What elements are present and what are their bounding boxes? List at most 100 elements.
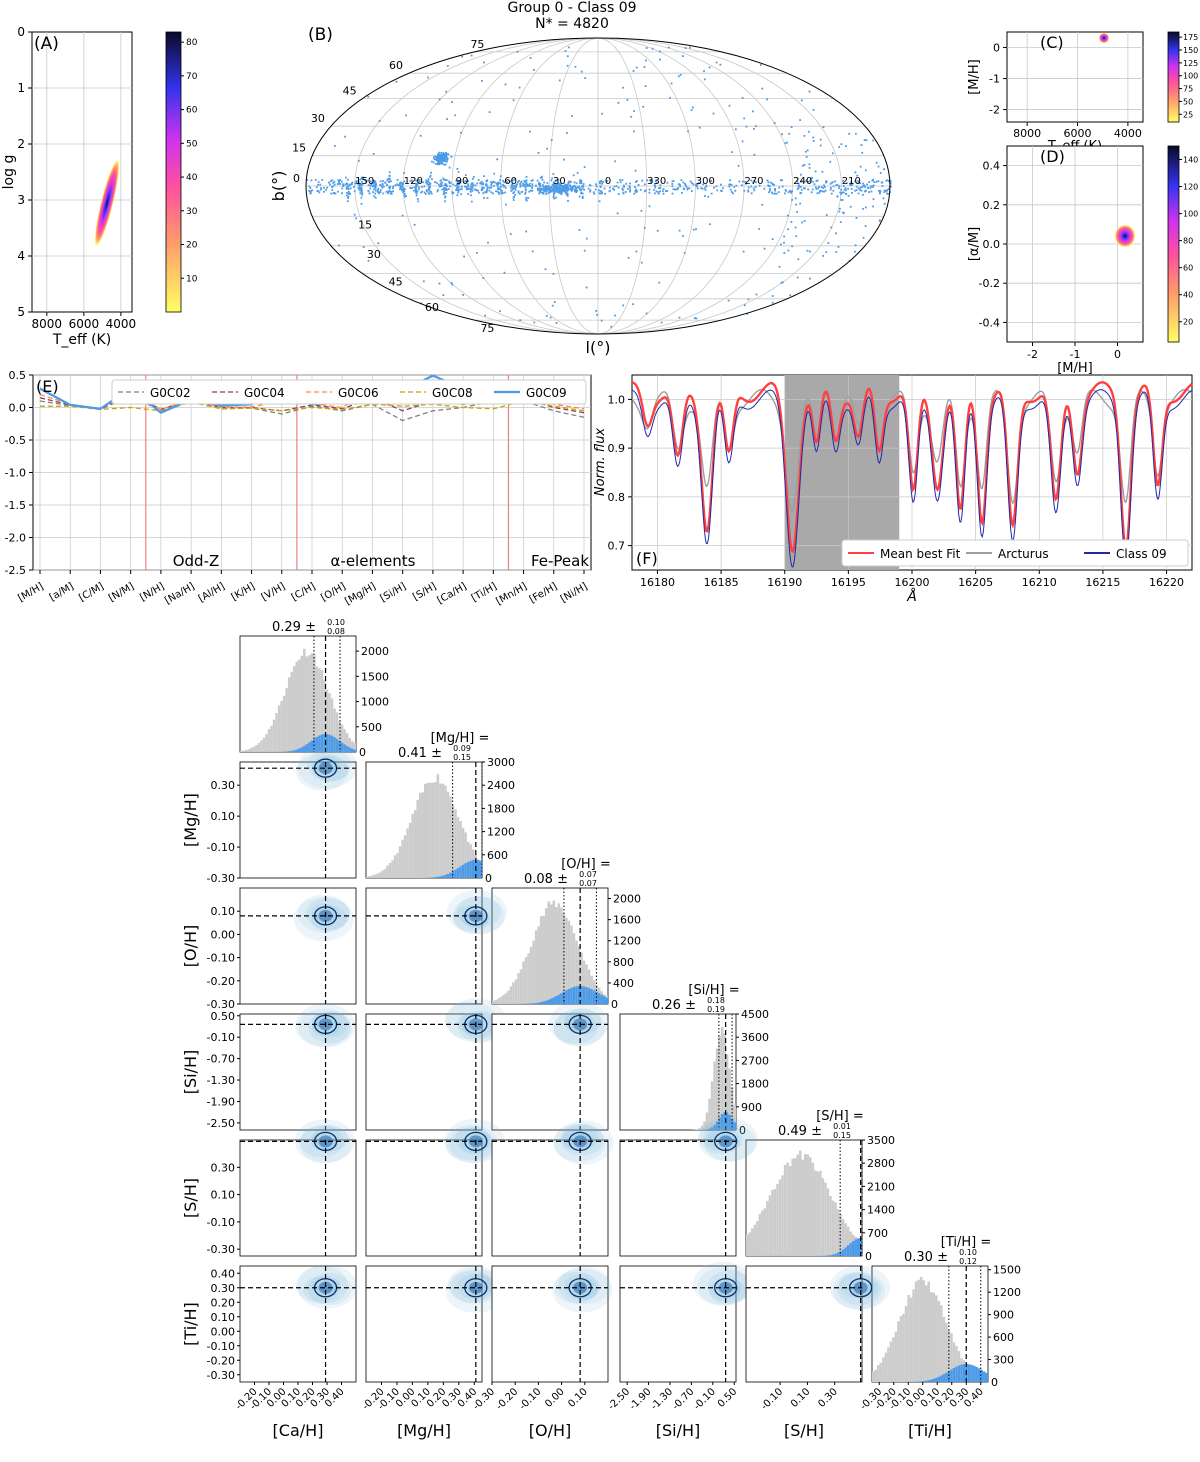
star-point — [460, 188, 463, 191]
corner-ylabel: [S/H] — [181, 1178, 200, 1218]
star-point — [486, 189, 489, 191]
star-point — [771, 192, 774, 195]
star-point — [619, 179, 621, 181]
star-point — [866, 183, 868, 186]
histogram-bar-all — [408, 822, 412, 878]
star-point — [634, 181, 637, 183]
star-point — [460, 185, 463, 188]
star-point — [783, 252, 786, 254]
histogram-bar-all — [955, 1345, 958, 1382]
histogram-bar-all — [456, 817, 460, 878]
star-point — [702, 183, 705, 186]
star-point — [595, 185, 598, 188]
histogram-bar-class — [985, 1372, 988, 1382]
star-point — [505, 203, 507, 206]
histogram-bar-all — [338, 721, 341, 752]
star-point — [449, 182, 452, 184]
star-point — [440, 162, 443, 164]
star-point — [421, 186, 423, 188]
histogram-bar-class — [343, 744, 346, 752]
star-point — [512, 187, 515, 189]
star-point — [455, 179, 458, 182]
histogram-bar-class — [708, 1128, 711, 1130]
density-frame — [491, 1013, 609, 1131]
star-point — [878, 189, 880, 192]
histogram-title: [Si/H] = — [688, 983, 739, 998]
star-point — [623, 184, 625, 187]
histogram-bar-class — [308, 742, 311, 752]
count-tick-label: 1600 — [613, 914, 641, 927]
star-point — [499, 310, 501, 313]
star-point — [410, 187, 412, 189]
star-point — [386, 178, 389, 181]
star-point — [345, 187, 348, 190]
star-point — [470, 194, 472, 197]
star-point — [541, 191, 544, 194]
histogram-bar-all — [544, 908, 548, 1004]
star-point — [331, 189, 334, 191]
star-point — [784, 192, 786, 195]
star-point — [470, 185, 472, 188]
star-point — [569, 188, 572, 190]
histogram-bar-all — [242, 750, 246, 752]
star-point — [558, 186, 561, 188]
star-point — [437, 162, 439, 165]
star-point — [629, 190, 631, 193]
star-point — [527, 184, 530, 187]
star-point — [540, 187, 543, 190]
star-point — [598, 189, 600, 192]
longitude-label: 300 — [696, 176, 715, 187]
figure-title-line1: Group 0 - Class 09 — [507, 0, 636, 16]
star-point — [546, 182, 549, 184]
star-point — [637, 184, 640, 187]
star-point — [862, 236, 865, 239]
star-point — [851, 182, 854, 185]
star-point — [777, 191, 780, 193]
star-point — [500, 191, 503, 194]
star-point — [582, 185, 584, 187]
histogram-bar-all — [708, 1098, 711, 1130]
star-point — [805, 156, 808, 158]
star-point — [616, 212, 619, 215]
star-point — [451, 191, 454, 194]
star-point — [796, 276, 799, 279]
star-point — [438, 183, 440, 186]
corner-density-panel — [365, 1265, 506, 1383]
star-point — [803, 187, 805, 190]
histogram-bar-all — [348, 738, 351, 752]
star-point — [576, 172, 579, 174]
histogram-bar-class — [577, 986, 581, 1004]
star-point — [445, 152, 447, 154]
star-point — [741, 140, 744, 143]
star-point — [511, 188, 514, 190]
star-point — [550, 186, 553, 188]
star-point — [578, 185, 580, 188]
star-point — [575, 189, 578, 192]
star-point — [622, 86, 624, 89]
x-tick-label: -0.70 — [670, 1386, 696, 1412]
star-point — [347, 192, 350, 195]
star-point — [372, 181, 375, 183]
star-point — [842, 191, 845, 194]
count-tick-label: 0 — [865, 1250, 872, 1263]
histogram-bar-all — [844, 1223, 847, 1256]
star-point — [497, 182, 500, 184]
star-point — [682, 187, 685, 190]
star-point — [487, 241, 489, 244]
star-point — [669, 96, 671, 99]
star-point — [771, 301, 774, 304]
star-point — [775, 192, 778, 195]
star-point — [347, 188, 350, 191]
histogram-bar-all — [534, 930, 538, 1004]
star-point — [403, 190, 406, 192]
x-tick-label: -1.90 — [628, 1386, 654, 1412]
star-point — [345, 176, 347, 179]
star-point — [627, 187, 629, 190]
histogram-bar-all — [932, 1292, 936, 1382]
y-tick-label: 0.4 — [983, 160, 1001, 173]
star-point — [518, 192, 521, 195]
star-point — [753, 128, 755, 130]
histogram-bar-all — [401, 839, 404, 878]
